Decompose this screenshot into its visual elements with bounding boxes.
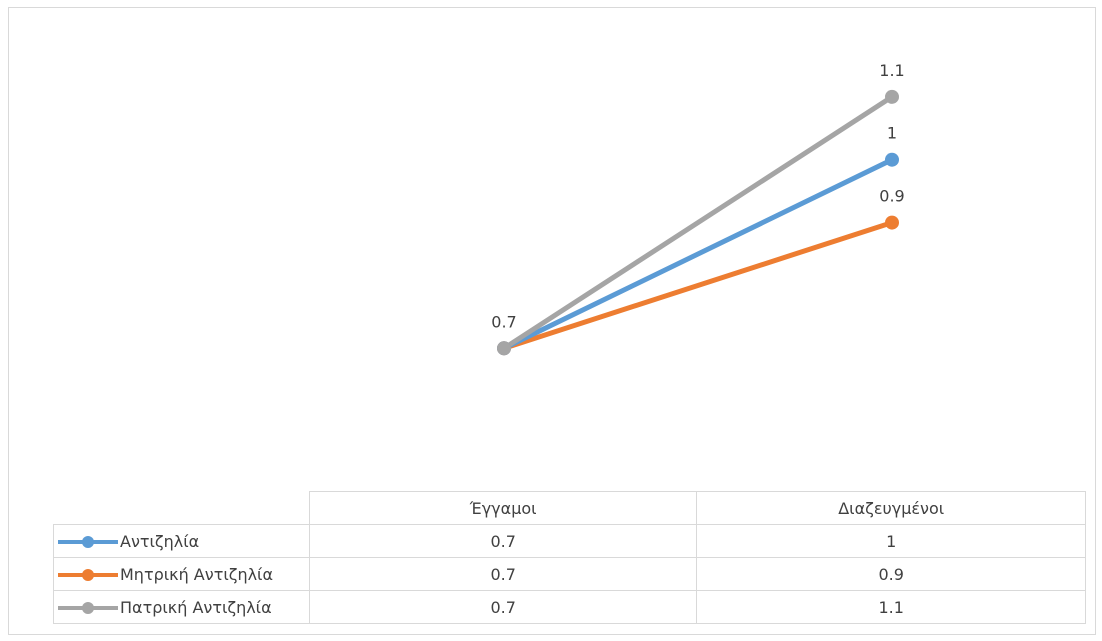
data-label: 0.7 xyxy=(491,312,516,331)
series-cell: Αντιζηλία xyxy=(53,524,310,558)
data-point xyxy=(885,152,899,167)
chart-area: 1 0.9 1.1 0.7 Έγγαμοι Διαζευγμένοι Αντιζηλί… xyxy=(8,7,1096,635)
data-table-row: Αντιζηλία 0.7 1 xyxy=(53,524,1086,558)
data-cell: 0.7 xyxy=(308,524,698,558)
series-name: Πατρική Αντιζηλία xyxy=(120,597,272,617)
data-table-row: Μητρική Αντιζηλία 0.7 0.9 xyxy=(53,557,1086,591)
data-table-header-row: Έγγαμοι Διαζευγμένοι xyxy=(53,491,1086,525)
legend-key-icon xyxy=(58,569,118,581)
series-line xyxy=(501,94,895,351)
series-line xyxy=(501,220,895,351)
legend-key-icon xyxy=(58,536,118,548)
data-point xyxy=(497,341,511,356)
series-cell: Μητρική Αντιζηλία xyxy=(53,557,310,591)
legend-key-icon xyxy=(58,602,118,614)
series-name: Αντιζηλία xyxy=(120,531,200,551)
data-label: 0.9 xyxy=(879,187,904,206)
category-header: Διαζευγμένοι xyxy=(696,491,1086,525)
data-point xyxy=(885,215,899,230)
data-table: Έγγαμοι Διαζευγμένοι Αντιζηλία 0.7 1 Μητ… xyxy=(53,491,1086,624)
data-table-row: Πατρική Αντιζηλία 0.7 1.1 xyxy=(53,590,1086,624)
data-cell: 1 xyxy=(696,524,1086,558)
series-line xyxy=(501,157,895,351)
category-header: Έγγαμοι xyxy=(308,491,698,525)
data-cell: 1.1 xyxy=(696,590,1086,624)
data-table-corner xyxy=(53,491,310,525)
data-cell: 0.7 xyxy=(308,590,698,624)
data-label: 1 xyxy=(887,124,897,143)
data-label: 1.1 xyxy=(879,61,904,80)
data-cell: 0.7 xyxy=(308,557,698,591)
plot-area: 1 0.9 1.1 0.7 xyxy=(491,61,905,356)
series-cell: Πατρική Αντιζηλία xyxy=(53,590,310,624)
data-cell: 0.9 xyxy=(696,557,1086,591)
data-point xyxy=(885,89,899,104)
series-name: Μητρική Αντιζηλία xyxy=(120,564,274,584)
